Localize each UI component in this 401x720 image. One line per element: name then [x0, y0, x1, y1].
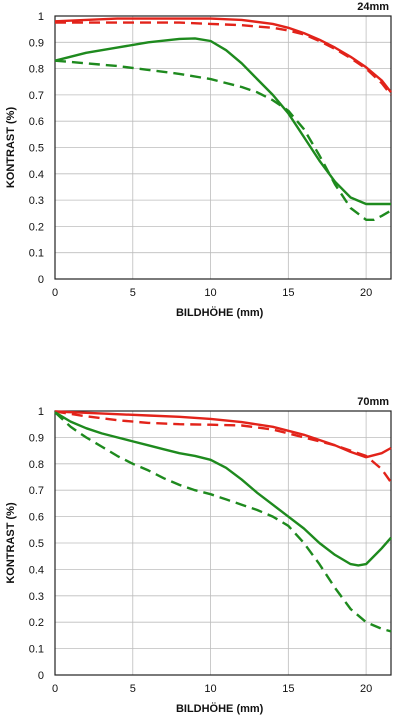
y-tick-label: 0.1	[29, 644, 44, 656]
y-axis-label: KONTRAST (%)	[5, 502, 17, 584]
x-axis-label: BILDHÖHE (mm)	[176, 702, 264, 715]
x-tick-label: 0	[52, 287, 58, 299]
x-tick-label: 5	[130, 287, 136, 299]
y-tick-label: 0.5	[29, 143, 44, 155]
y-tick-label: 0.6	[29, 116, 44, 128]
series-line-0	[54, 410, 392, 459]
y-tick-label: 0.9	[29, 432, 44, 444]
series-line-2	[54, 411, 392, 567]
series-line-0	[54, 17, 392, 94]
chart-70mm: 00.10.20.30.40.50.60.70.80.910 5 10 15 20BIL…	[5, 396, 392, 715]
x-tick-label: 0	[52, 683, 58, 695]
y-tick-label: 0.6	[29, 512, 44, 524]
y-tick-label: 0.3	[29, 591, 44, 603]
y-tick-label: 1	[38, 11, 44, 23]
x-tick-label: 5	[130, 683, 136, 695]
x-tick-label: 10	[204, 287, 216, 299]
y-tick-label: 0.8	[29, 459, 44, 471]
series-line-1	[54, 410, 392, 483]
y-tick-label: 0.7	[29, 90, 44, 102]
y-axis-label: KONTRAST (%)	[5, 107, 17, 189]
chart-title: 70mm	[357, 396, 389, 408]
y-tick-label: 0.9	[29, 37, 44, 49]
series-line-3	[54, 59, 392, 222]
series-line-1	[55, 21, 392, 96]
y-tick-label: 0.1	[29, 248, 44, 260]
y-tick-label: 0	[38, 670, 44, 682]
y-tick-label: 0.4	[29, 564, 44, 576]
plot-frame	[54, 15, 392, 280]
x-tick-label: 15	[282, 287, 294, 299]
plot-frame	[54, 410, 392, 676]
x-tick-label: 10	[204, 683, 216, 695]
x-axis-label: BILDHÖHE (mm)	[176, 306, 264, 319]
y-tick-label: 0.8	[29, 64, 44, 76]
y-tick-label: 1	[38, 406, 44, 418]
series-line-2	[54, 37, 391, 206]
chart-24mm: 00.10.20.30.40.50.60.70.80.910 5 10 15 20BIL…	[5, 1, 392, 319]
x-tick-label: 15	[282, 683, 294, 695]
x-tick-label: 20	[360, 683, 372, 695]
y-tick-label: 0.4	[29, 169, 44, 181]
y-tick-label: 0.3	[29, 195, 44, 207]
y-tick-label: 0.2	[29, 221, 44, 233]
y-tick-label: 0.2	[29, 617, 44, 629]
x-tick-label: 20	[360, 287, 372, 299]
y-tick-label: 0	[38, 274, 44, 286]
y-tick-label: 0.7	[29, 485, 44, 497]
series-line-3	[54, 411, 392, 633]
chart-title: 24mm	[357, 1, 389, 13]
y-tick-label: 0.5	[29, 538, 44, 550]
